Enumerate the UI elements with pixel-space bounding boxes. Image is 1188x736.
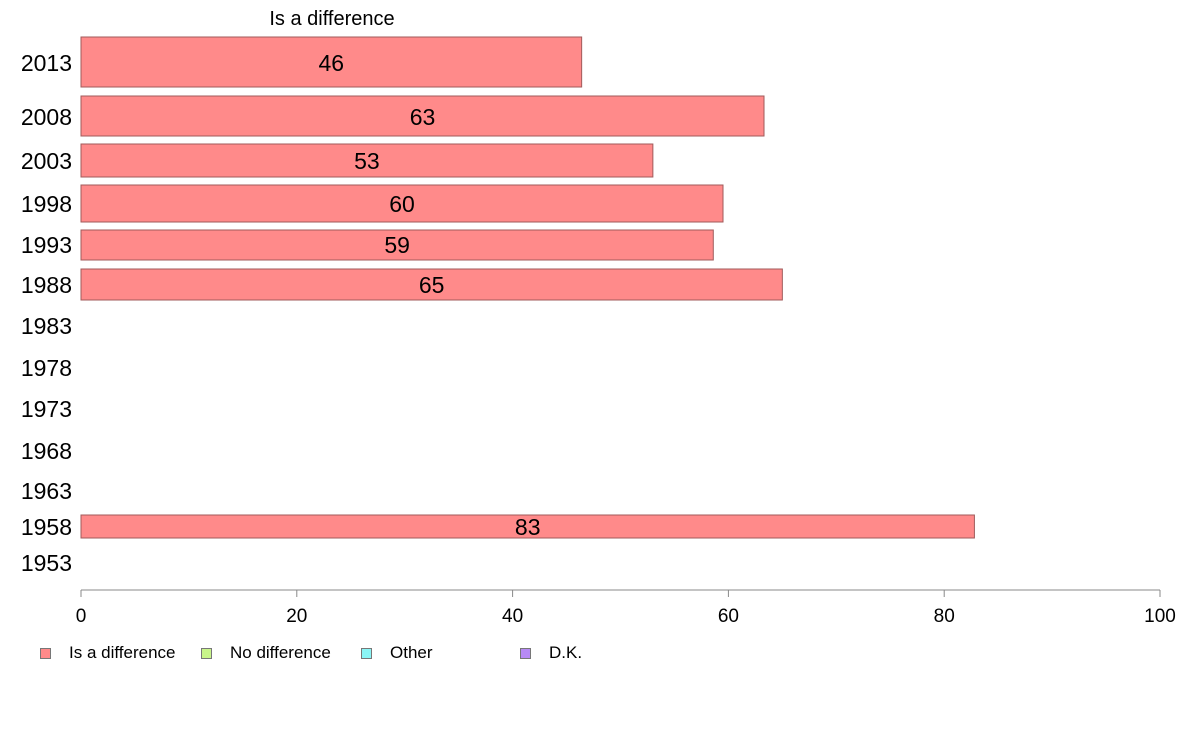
bar-value-label: 65 [419, 272, 445, 298]
bar-value-label: 60 [389, 191, 415, 217]
bar-value-label: 46 [319, 50, 345, 76]
y-tick-label: 1953 [21, 550, 72, 576]
legend-swatch [40, 647, 51, 659]
x-axis: 0 20 40 60 80 100 [76, 589, 1176, 627]
legend-label: Other [390, 643, 433, 662]
y-tick-label: 1958 [21, 514, 72, 540]
bar-value-label: 53 [354, 148, 380, 174]
legend: Is a difference No difference Other D.K. [40, 643, 740, 663]
y-tick-label: 1973 [21, 396, 72, 422]
y-tick-label: 1983 [21, 313, 72, 339]
x-tick-label: 20 [286, 606, 307, 627]
legend-item: Other [361, 643, 433, 663]
legend-swatch [201, 647, 212, 659]
y-tick-label: 1993 [21, 232, 72, 258]
y-tick-label: 2003 [21, 148, 72, 174]
bar [80, 95, 765, 137]
bar [80, 143, 654, 178]
legend-label: No difference [230, 643, 331, 662]
bar [80, 268, 783, 301]
legend-item: D.K. [520, 643, 582, 663]
bar [80, 514, 975, 539]
bar-value-label: 63 [410, 104, 436, 130]
legend-item: Is a difference [40, 643, 175, 663]
legend-label: D.K. [549, 643, 583, 662]
y-axis-labels: 2013 2008 2003 1998 1993 1988 1983 1978 1973 1968… [21, 50, 72, 576]
y-tick-label: 1978 [21, 355, 72, 381]
legend-swatch [520, 647, 531, 659]
legend-label: Is a difference [69, 643, 176, 662]
y-tick-label: 1988 [21, 272, 72, 298]
y-tick-label: 1998 [21, 191, 72, 217]
x-tick-label: 40 [502, 606, 523, 627]
y-tick-label: 2013 [21, 50, 72, 76]
bar [80, 184, 724, 223]
legend-swatch [361, 647, 372, 659]
x-tick-label: 60 [718, 606, 739, 627]
bars-group: 46 63 53 60 59 65 83 [80, 36, 975, 540]
chart-title: Is a difference [269, 8, 394, 30]
legend-item: No difference [201, 643, 331, 663]
y-tick-label: 1963 [21, 478, 72, 504]
x-tick-label: 0 [76, 606, 87, 627]
y-tick-label: 1968 [21, 438, 72, 464]
x-tick-label: 80 [934, 606, 955, 627]
bar-value-label: 83 [515, 514, 541, 540]
y-tick-label: 2008 [21, 104, 72, 130]
bar-value-label: 59 [384, 232, 410, 258]
bar [80, 36, 583, 88]
x-tick-label: 100 [1144, 606, 1176, 627]
bar [80, 229, 714, 261]
